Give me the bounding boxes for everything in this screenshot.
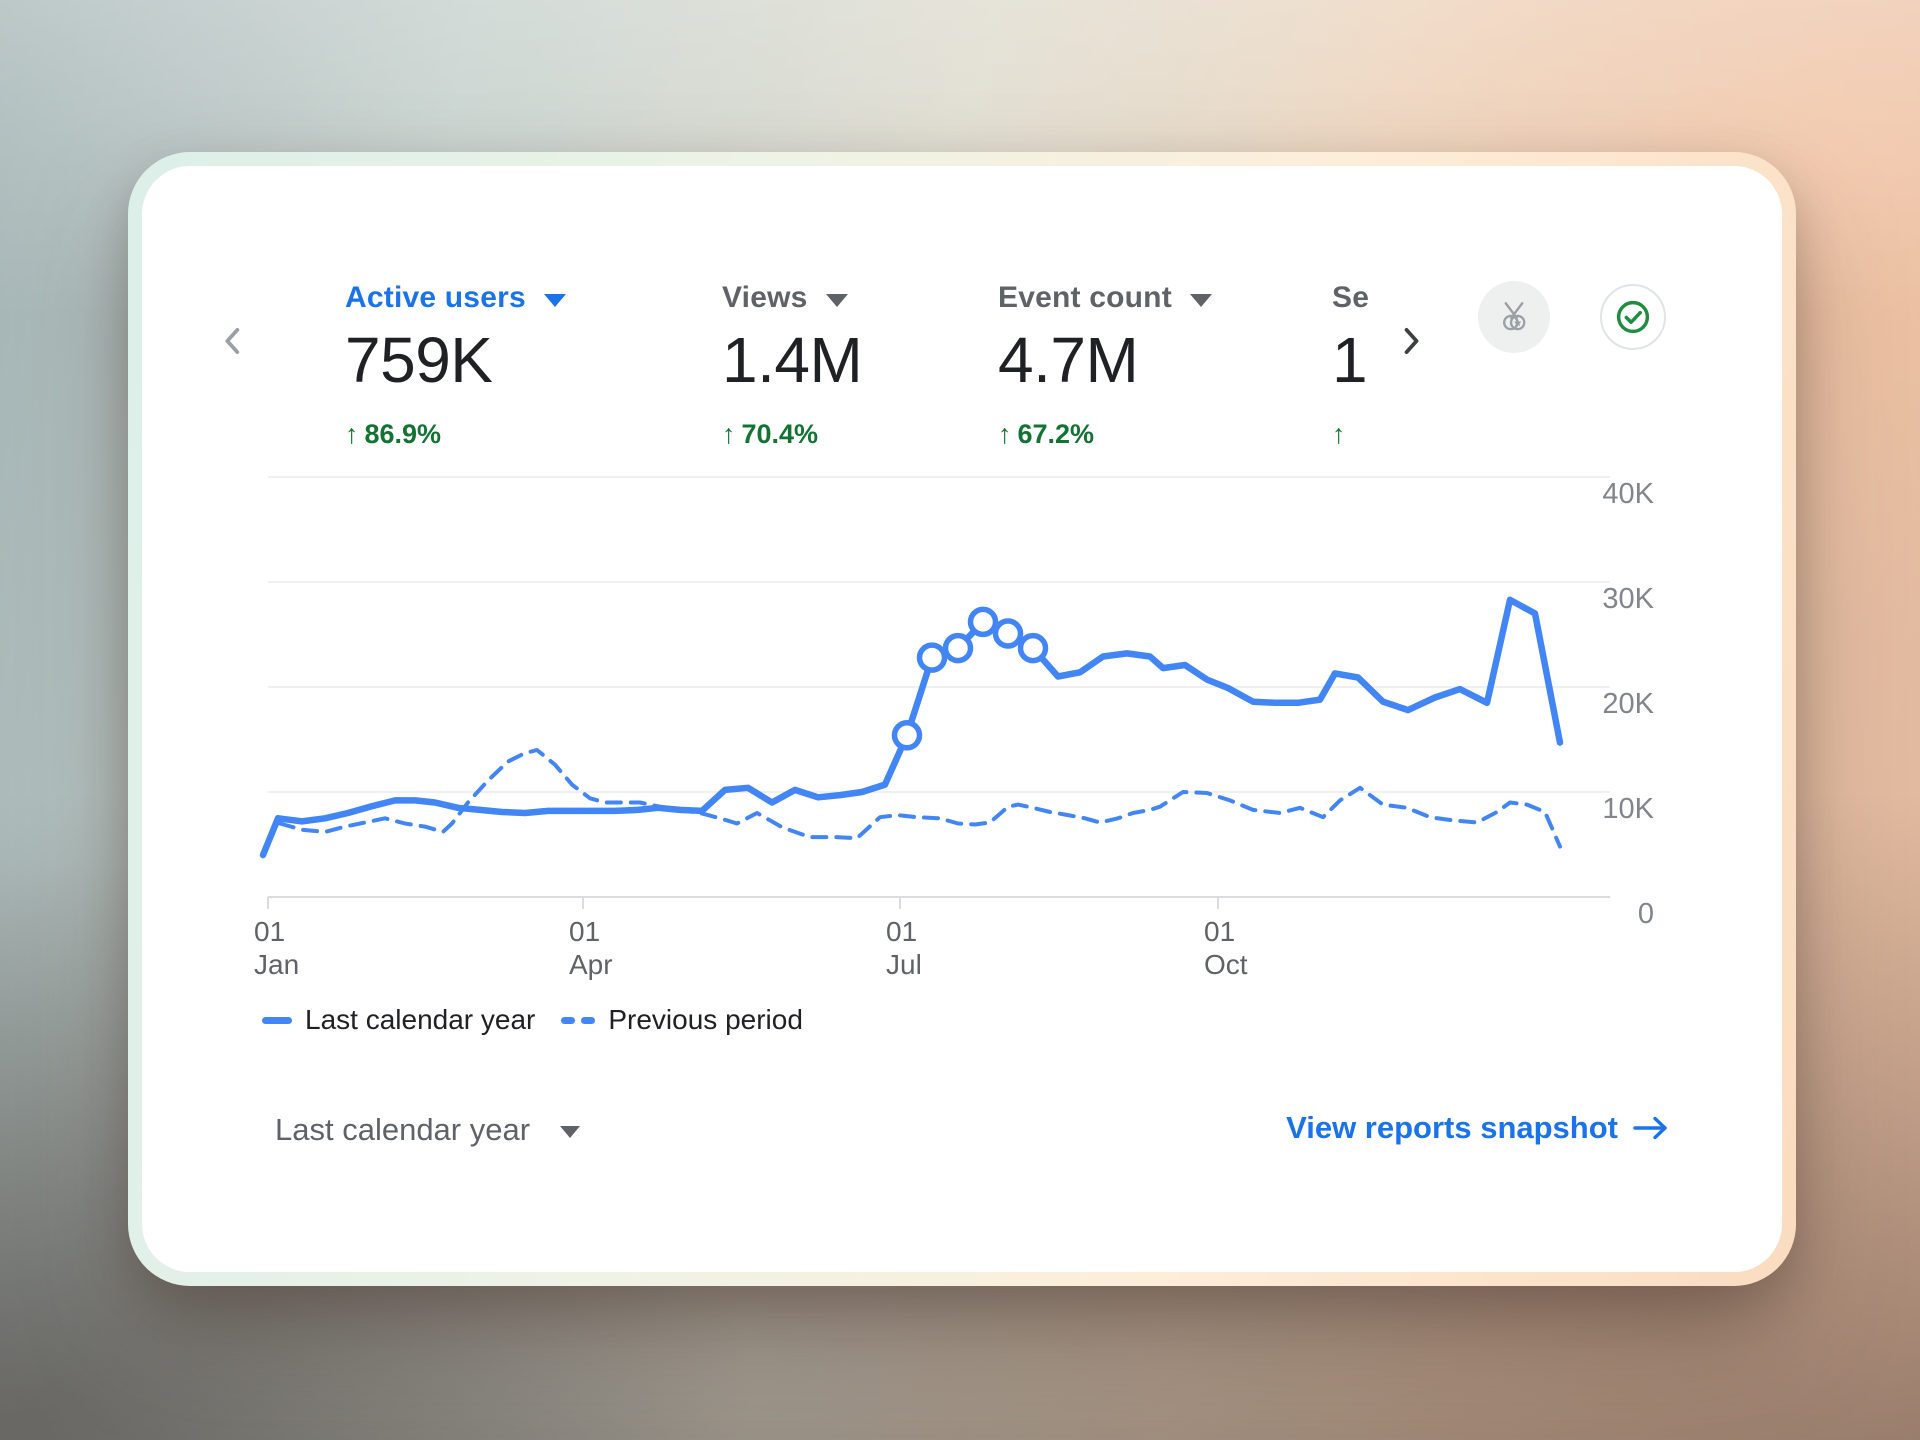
view-reports-snapshot-link[interactable]: View reports snapshot xyxy=(1286,1106,1670,1150)
metrics-next-button[interactable] xyxy=(1391,321,1431,361)
y-axis-tick-label: 20K xyxy=(1602,688,1654,720)
up-arrow-icon: ↑ xyxy=(998,419,1012,449)
date-range-dropdown[interactable]: Last calendar year xyxy=(275,1108,581,1152)
metric-event-count: Event count 4.7M ↑ 67.2% xyxy=(998,278,1298,450)
metric-value: 4.7M xyxy=(998,324,1139,396)
benchmarking-medal-badge[interactable] xyxy=(1478,281,1550,353)
metric-delta: ↑ 67.2% xyxy=(998,418,1298,450)
up-arrow-icon: ↑ xyxy=(722,419,736,449)
legend-item-last-calendar-year: Last calendar year xyxy=(262,1004,535,1036)
chevron-left-icon xyxy=(225,328,240,354)
y-axis-tick-label: 10K xyxy=(1602,793,1654,825)
arrow-right-icon xyxy=(1633,1116,1667,1140)
analytics-home-card: Active users 759K ↑ 86.9% Views 1.4M ↑ 70.… xyxy=(142,166,1782,1272)
y-axis-tick-label: 40K xyxy=(1602,478,1654,510)
up-arrow-icon: ↑ xyxy=(1332,419,1346,449)
legend-label: Last calendar year xyxy=(305,1004,536,1035)
metric-label-text: Se xyxy=(1332,281,1370,314)
x-axis-tick-label: 01 Oct xyxy=(1204,916,1248,980)
metric-value: 1.4M xyxy=(722,324,863,396)
triangle-down-icon xyxy=(1189,293,1212,307)
metric-value: 759K xyxy=(345,324,493,396)
x-axis-tick-label: 01 Apr xyxy=(569,916,613,980)
metric-delta-value: 70.4% xyxy=(741,419,819,449)
triangle-down-icon xyxy=(543,293,566,307)
card-glow-border: Active users 759K ↑ 86.9% Views 1.4M ↑ 70.… xyxy=(128,152,1796,1286)
check-circle-icon xyxy=(1616,300,1650,334)
chevron-right-icon xyxy=(1404,328,1419,354)
triangle-down-icon xyxy=(560,1126,581,1138)
up-arrow-icon: ↑ xyxy=(345,419,359,449)
metric-selector-sessions[interactable]: Se xyxy=(1332,278,1369,318)
metric-views: Views 1.4M ↑ 70.4% xyxy=(722,278,1022,450)
metric-selector-active-users[interactable]: Active users xyxy=(345,278,566,318)
x-axis-tick-label: 01 Jan xyxy=(254,916,300,980)
legend-item-previous-period: Previous period xyxy=(561,1004,803,1036)
health-status-badge[interactable] xyxy=(1600,284,1666,350)
metric-delta: ↑ xyxy=(1332,418,1402,450)
metrics-prev-button[interactable] xyxy=(214,321,254,361)
x-axis-tick-label: 01 Jul xyxy=(886,916,922,980)
metric-value: 1 xyxy=(1332,324,1368,396)
metric-label-text: Event count xyxy=(998,281,1172,314)
metric-delta-value: 67.2% xyxy=(1017,419,1095,449)
metric-delta: ↑ 70.4% xyxy=(722,418,1022,450)
y-axis-tick-label: 30K xyxy=(1602,583,1654,615)
legend-label: Previous period xyxy=(608,1004,803,1035)
metric-label-text: Active users xyxy=(345,281,526,314)
date-range-label: Last calendar year xyxy=(275,1112,531,1147)
solid-line-swatch-icon xyxy=(262,1016,292,1024)
metric-selector-event-count[interactable]: Event count xyxy=(998,278,1212,318)
metric-active-users: Active users 759K ↑ 86.9% xyxy=(345,278,645,450)
metric-selector-views[interactable]: Views xyxy=(722,278,848,318)
triangle-down-icon xyxy=(825,293,848,307)
metric-delta: ↑ 86.9% xyxy=(345,418,645,450)
link-label: View reports snapshot xyxy=(1286,1110,1618,1145)
medal-icon xyxy=(1503,302,1526,331)
dashed-line-swatch-icon xyxy=(561,1016,596,1024)
star-glyph xyxy=(1514,319,1522,327)
metric-sessions-partial: Se 1 ↑ xyxy=(1332,278,1402,450)
metric-label-text: Views xyxy=(722,281,808,314)
metric-sessions-clipped: Se 1 ↑ xyxy=(1332,278,1402,478)
y-axis-tick-label: 0 xyxy=(1637,898,1654,930)
metric-delta-value: 86.9% xyxy=(364,419,442,449)
chart-legend: Last calendar year Previous period xyxy=(262,1004,803,1036)
